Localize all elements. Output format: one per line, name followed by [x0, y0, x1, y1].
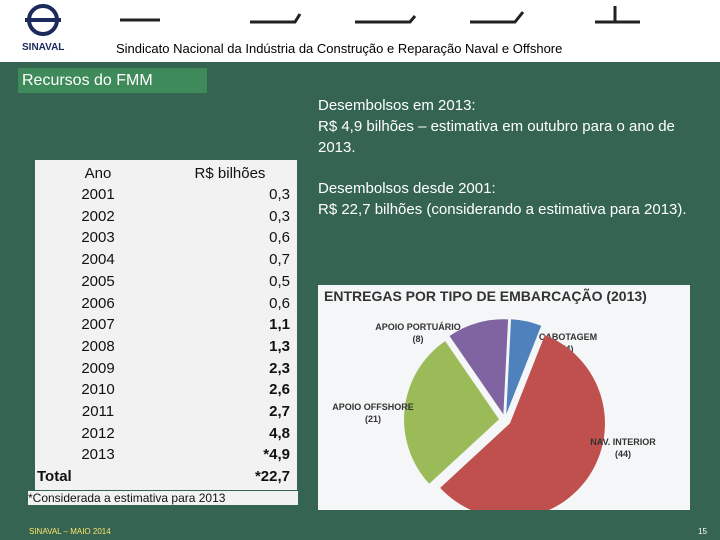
- pie-chart: ENTREGAS POR TIPO DE EMBARCAÇÃO (2013) C…: [318, 285, 690, 510]
- table-cell: 2009: [81, 359, 115, 377]
- header: SINAVAL Sindicato Nacional da Indústria …: [0, 0, 720, 62]
- page-number: 15: [698, 527, 707, 536]
- pie-slice: [449, 319, 509, 415]
- table-cell: *22,7: [254, 468, 290, 486]
- slice-label: CABOTAGEM: [539, 332, 597, 342]
- table-cell: 2001: [81, 186, 115, 203]
- note: Desembolsos desde 2001:: [318, 180, 496, 197]
- pie-slice: [506, 319, 542, 415]
- slice-value: (8): [413, 334, 424, 344]
- table-cell: 2006: [81, 294, 115, 312]
- table-cell: 0,7: [269, 251, 290, 269]
- table-cell: 2010: [81, 381, 115, 399]
- footer-left: SINAVAL – MAIO 2014: [29, 527, 111, 536]
- table-cell: 0,3: [269, 207, 290, 225]
- table: Ano R$ bilhões 2001 0,3 2002 0,3 2003 0,6 2004 0,…: [35, 160, 297, 490]
- table-cell: 2008: [81, 337, 115, 355]
- table-cell: R$ bilhões: [194, 165, 266, 182]
- slice-value: (21): [365, 414, 381, 424]
- slice-label: NAV. INTERIOR: [590, 437, 656, 447]
- table-cell: 2011: [81, 403, 115, 420]
- table-cell: 0,6: [269, 229, 290, 247]
- logo-text: SINAVAL: [22, 42, 65, 53]
- table-cell: 0,5: [269, 272, 290, 290]
- header-title: Sindicato Nacional da Indústria da Const…: [116, 41, 563, 56]
- pie-slice: [404, 341, 500, 484]
- note: Desembolsos em 2013:: [318, 97, 476, 114]
- table-cell: 2013: [81, 446, 115, 464]
- table-cell: 1,1: [269, 316, 290, 334]
- table-cell: 2,3: [269, 359, 290, 377]
- footnote: *Considerada a estimativa para 2013: [28, 491, 298, 505]
- table-cell: 0,6: [269, 294, 290, 312]
- section-title: Recursos do FMM: [18, 68, 207, 93]
- slice-label: APOIO OFFSHORE: [332, 402, 414, 412]
- notes: Desembolsos em 2013: R$ 4,9 bilhões – es…: [318, 95, 698, 220]
- table-cell: 2003: [81, 229, 115, 247]
- table-cell: 2005: [81, 272, 115, 290]
- table-cell: Total: [37, 468, 72, 486]
- table-cell: Ano: [84, 165, 112, 182]
- pie-title: ENTREGAS POR TIPO DE EMBARCAÇÃO (2013): [324, 287, 647, 304]
- table-cell: 2012: [81, 424, 115, 442]
- table-cell: 2004: [81, 251, 115, 269]
- table-cell: 2002: [81, 207, 115, 225]
- note: R$ 22,7 bilhões (considerando a estimati…: [318, 201, 687, 218]
- table-cell: *4,9: [263, 446, 290, 464]
- pie-slice: [440, 335, 605, 510]
- table-cell: 2,7: [269, 403, 290, 420]
- table-cell: 1,3: [269, 337, 290, 355]
- table-cell: 2,6: [269, 381, 290, 399]
- table-cell: 2007: [81, 316, 115, 334]
- slice-label: APOIO PORTUÁRIO: [375, 322, 461, 332]
- table-cell: 4,8: [269, 424, 290, 442]
- note: R$ 4,9 bilhões – estimativa em outubro p…: [318, 118, 675, 156]
- slice-value: (44): [615, 449, 631, 459]
- table-cell: 0,3: [269, 186, 290, 203]
- header-art: [25, 4, 640, 36]
